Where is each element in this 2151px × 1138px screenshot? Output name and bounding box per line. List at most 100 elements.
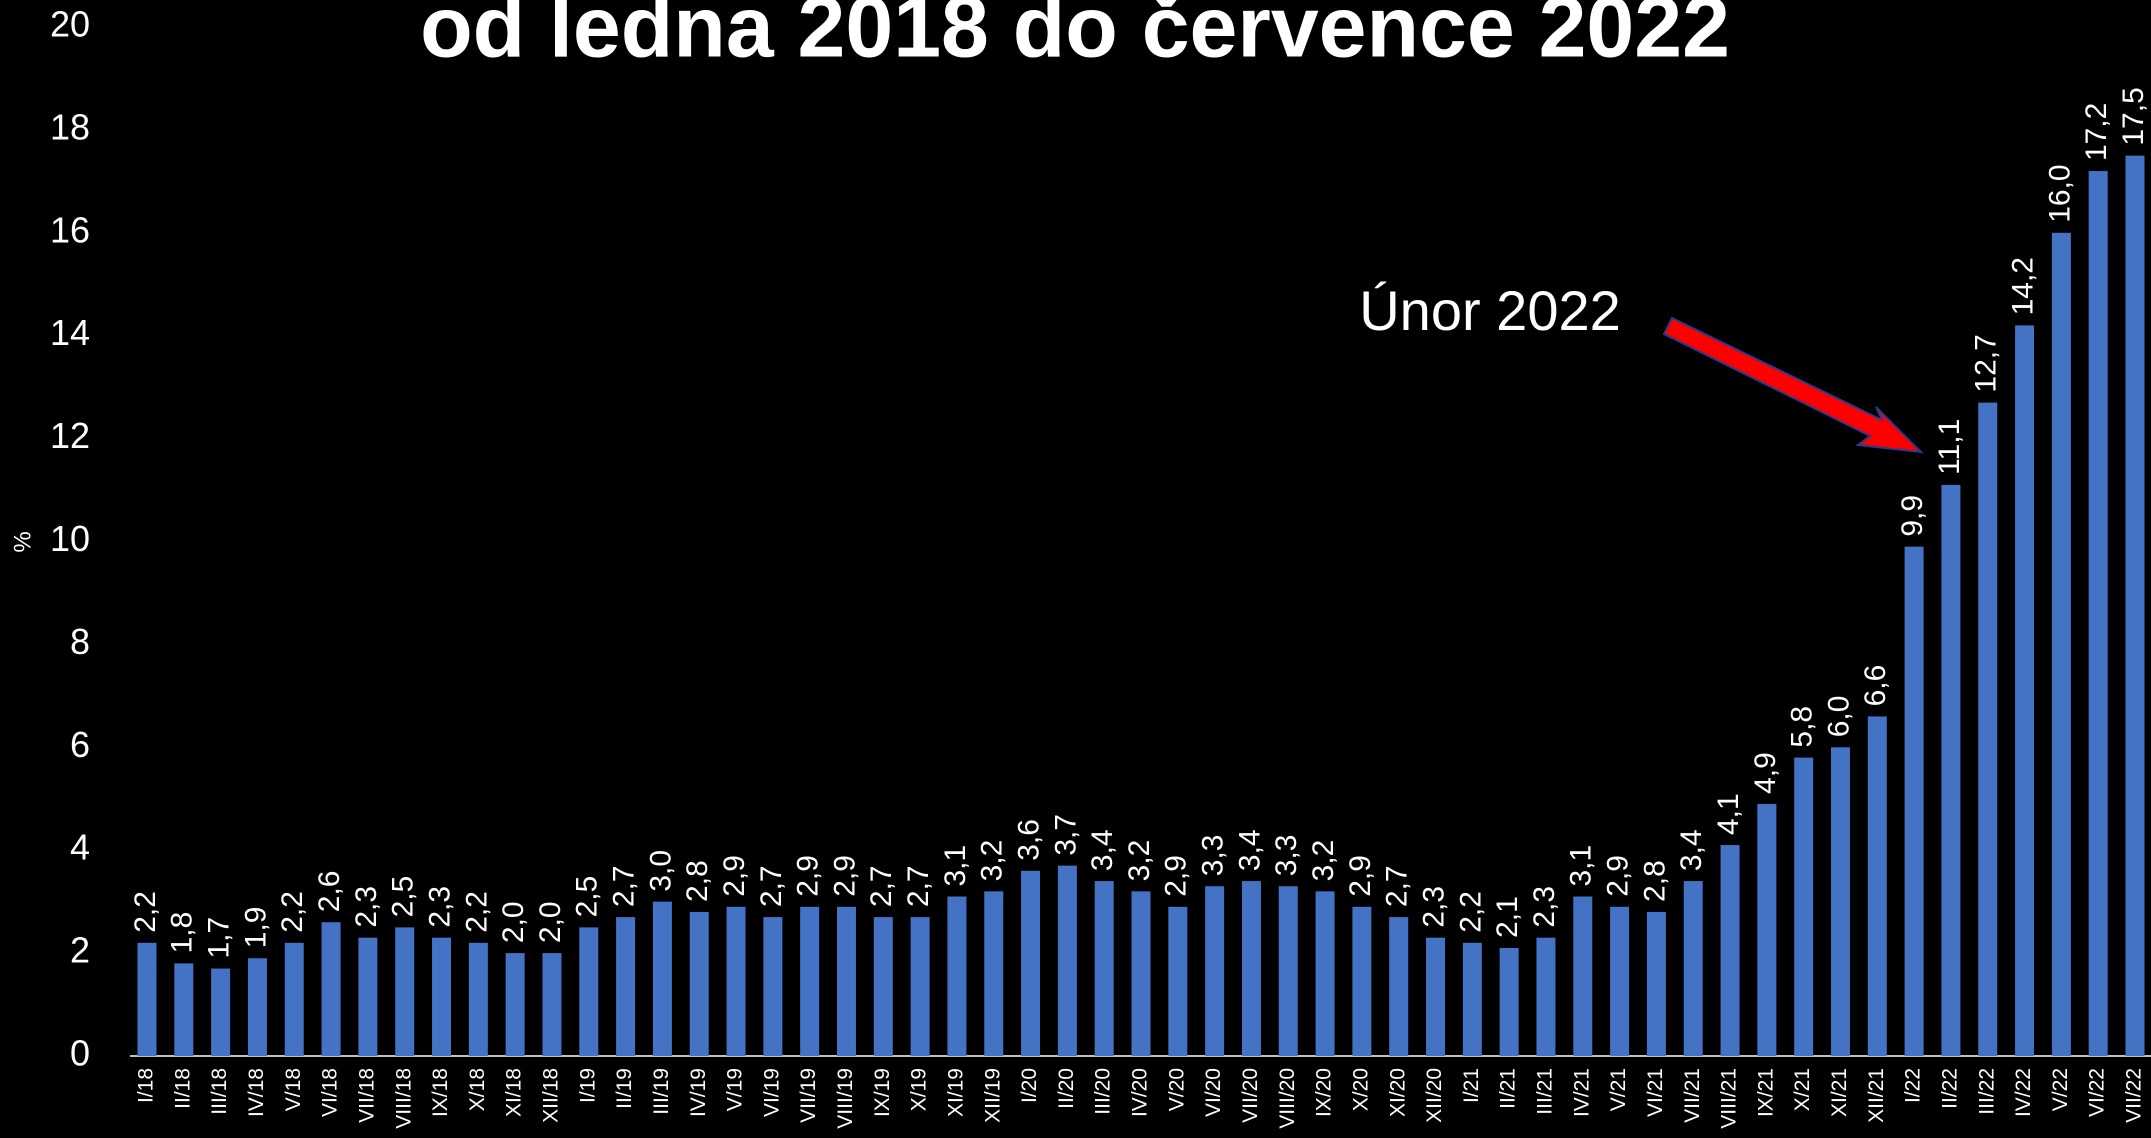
- bar: [1610, 906, 1630, 1056]
- chart-title: od ledna 2018 do července 2022: [420, 0, 1730, 76]
- bar: [947, 896, 967, 1056]
- value-label: 2,5: [387, 876, 420, 918]
- value-label: 3,1: [1565, 845, 1598, 887]
- x-tick-label: III/20: [1092, 1068, 1115, 1115]
- x-tick-label: VIII/18: [392, 1068, 415, 1129]
- y-tick-label: 2: [70, 930, 90, 971]
- bar: [836, 906, 856, 1056]
- bar: [800, 906, 820, 1056]
- value-label: 4,1: [1712, 793, 1745, 835]
- bar: [1462, 942, 1482, 1056]
- x-tick-label: XI/19: [944, 1068, 967, 1117]
- bar: [505, 953, 525, 1056]
- value-label: 2,1: [1491, 896, 1524, 938]
- value-label: 2,0: [534, 901, 567, 943]
- x-tick-label: IV/19: [687, 1068, 710, 1117]
- bar: [763, 917, 783, 1056]
- value-label: 2,9: [718, 855, 751, 897]
- bar: [910, 917, 930, 1056]
- value-label: 2,3: [1528, 886, 1561, 928]
- bar: [137, 942, 157, 1056]
- y-tick-label: 12: [50, 415, 90, 456]
- x-tick-label: VII/19: [797, 1068, 820, 1123]
- bar: [1021, 870, 1041, 1056]
- x-tick-label: IX/19: [871, 1068, 894, 1117]
- value-label: 4,9: [1749, 752, 1782, 794]
- y-tick-label: 0: [70, 1033, 90, 1074]
- x-tick-label: VI/21: [1644, 1068, 1667, 1117]
- x-tick-label: II/22: [1938, 1068, 1961, 1109]
- x-tick-label: X/19: [908, 1068, 931, 1111]
- y-tick-label: 18: [50, 106, 90, 147]
- bar: [2125, 155, 2145, 1056]
- y-tick-label: 14: [50, 312, 90, 353]
- x-tick-label: V/21: [1607, 1068, 1630, 1111]
- value-label: 2,5: [571, 876, 604, 918]
- bar: [1867, 716, 1887, 1056]
- value-label: 11,1: [1933, 419, 1966, 475]
- x-tick-label: XII/18: [540, 1068, 563, 1123]
- x-tick-label: V/19: [724, 1068, 747, 1111]
- value-label: 2,2: [1454, 891, 1487, 933]
- bar: [652, 901, 672, 1056]
- x-tick-label: I/18: [135, 1068, 158, 1103]
- value-label: 6,6: [1859, 665, 1892, 707]
- x-tick-label: VI/20: [1202, 1068, 1225, 1117]
- bar: [1389, 917, 1409, 1056]
- x-tick-label: VIII/20: [1276, 1068, 1299, 1129]
- value-label: 16,0: [2043, 164, 2076, 222]
- x-tick-label: X/21: [1791, 1068, 1814, 1111]
- x-tick-label: IV/18: [245, 1068, 268, 1117]
- x-tick-label: III/22: [1975, 1068, 1998, 1115]
- x-tick-label: V/22: [2049, 1068, 2072, 1111]
- bar: [247, 958, 267, 1056]
- bar: [468, 942, 488, 1056]
- x-tick-label: IV/21: [1570, 1068, 1593, 1117]
- x-tick-label: VIII/19: [834, 1068, 857, 1129]
- bar: [2015, 325, 2035, 1056]
- value-label: 3,7: [1049, 814, 1082, 856]
- y-tick-label: 6: [70, 724, 90, 765]
- value-label: 3,0: [644, 850, 677, 892]
- value-label: 12,7: [1970, 334, 2003, 392]
- bar: [1904, 546, 1924, 1056]
- arrow: [1662, 316, 1924, 454]
- value-label: 3,2: [1123, 840, 1156, 882]
- bar: [1757, 803, 1777, 1056]
- bar: [2088, 171, 2108, 1056]
- bar: [616, 917, 636, 1056]
- value-label: 2,9: [792, 855, 825, 897]
- bar: [1352, 906, 1372, 1056]
- value-label: 1,7: [203, 917, 236, 959]
- x-tick-label: I/19: [576, 1068, 599, 1103]
- x-tick-label: III/21: [1534, 1068, 1557, 1115]
- value-label: 6,0: [1822, 696, 1855, 738]
- x-tick-label: III/18: [208, 1068, 231, 1115]
- x-tick-label: IX/21: [1754, 1068, 1777, 1117]
- bar: [395, 927, 415, 1056]
- bar: [984, 891, 1004, 1056]
- x-tick-label: VII/18: [355, 1068, 378, 1123]
- x-tick-label: VII/20: [1239, 1068, 1262, 1123]
- value-label: 2,0: [497, 901, 530, 943]
- y-tick-label: 16: [50, 209, 90, 250]
- value-label: 2,8: [681, 860, 714, 902]
- value-label: 17,5: [2117, 87, 2150, 145]
- x-tick-label: II/19: [613, 1068, 636, 1109]
- x-tick-label: IV/20: [1129, 1068, 1152, 1117]
- value-label: 9,9: [1896, 495, 1929, 537]
- value-label: 2,9: [828, 855, 861, 897]
- value-label: 3,4: [1233, 829, 1266, 871]
- bar: [1536, 937, 1556, 1056]
- value-label: 2,9: [1160, 855, 1193, 897]
- bar: [1683, 881, 1703, 1056]
- value-label: 3,4: [1675, 829, 1708, 871]
- value-label: 17,2: [2080, 103, 2113, 161]
- value-label: 14,2: [2006, 257, 2039, 315]
- x-tick-label: VIII/21: [1718, 1068, 1741, 1129]
- value-label: 3,4: [1086, 829, 1119, 871]
- value-label: 2,2: [129, 891, 162, 933]
- value-label: 2,6: [313, 871, 346, 913]
- value-label: 3,2: [1307, 840, 1340, 882]
